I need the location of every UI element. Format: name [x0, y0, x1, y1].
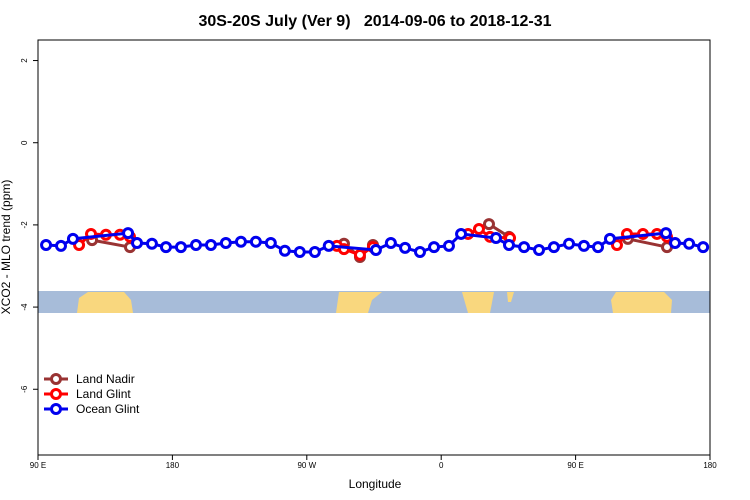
x-tick-label: 90 E: [567, 461, 583, 470]
point: [455, 227, 468, 240]
point: [264, 236, 277, 249]
ocean-strip: [38, 291, 710, 313]
point: [592, 241, 604, 254]
legend-label: Land Nadir: [76, 372, 135, 386]
point: [145, 237, 158, 250]
point: [669, 236, 682, 249]
point: [278, 244, 291, 257]
plot-frame: [37, 39, 711, 456]
point: [189, 239, 202, 252]
point: [293, 246, 306, 259]
point: [174, 241, 187, 254]
legend-marker: [50, 403, 62, 415]
x-tick-label: 0: [439, 461, 444, 470]
point: [54, 239, 67, 252]
point: [490, 232, 503, 245]
point: [603, 232, 616, 245]
point: [533, 243, 546, 256]
point: [234, 235, 247, 248]
x-tick-label: 180: [166, 461, 180, 470]
point: [353, 248, 366, 261]
point: [322, 239, 335, 252]
point: [482, 218, 495, 231]
point: [577, 239, 590, 252]
point: [413, 246, 426, 259]
x-tick-label: 180: [703, 461, 717, 470]
point: [219, 236, 232, 249]
point: [518, 241, 531, 254]
point: [697, 241, 710, 254]
point: [249, 235, 262, 248]
point: [40, 239, 53, 252]
point: [204, 239, 217, 252]
point: [131, 236, 144, 249]
point: [384, 236, 397, 249]
y-tick-label: 0: [20, 140, 29, 145]
x-tick-label: 90 W: [297, 461, 316, 470]
y-tick-label: -2: [20, 221, 29, 229]
point: [547, 241, 560, 254]
point: [122, 227, 135, 240]
point: [563, 237, 576, 250]
land-patch: [462, 292, 494, 313]
point: [66, 232, 79, 245]
x-tick-label: 90 E: [30, 461, 46, 470]
y-tick-label: -6: [20, 385, 29, 393]
land-patch: [507, 292, 514, 302]
point: [610, 239, 623, 252]
land-patch: [77, 292, 133, 313]
legend-marker: [50, 388, 62, 400]
y-tick-label: -4: [20, 303, 29, 311]
point: [659, 227, 672, 240]
legend-label: Land Glint: [76, 387, 131, 401]
y-axis-title: XCO2 - MLO trend (ppm): [0, 180, 13, 315]
point: [369, 243, 382, 256]
point: [472, 223, 485, 236]
land-patch: [336, 292, 382, 313]
chart-title: 30S-20S July (Ver 9) 2014-09-06 to 2018-…: [198, 13, 551, 30]
legend-label: Ocean Glint: [76, 402, 140, 416]
point: [502, 239, 515, 252]
point: [159, 241, 172, 254]
land-patch: [611, 292, 672, 313]
map-band: [38, 291, 710, 313]
y-tick-label: 2: [20, 58, 29, 63]
point: [308, 246, 321, 259]
point: [399, 241, 412, 254]
point: [683, 237, 696, 250]
point: [428, 241, 441, 254]
legend-marker: [50, 373, 62, 385]
x-axis-title: Longitude: [349, 477, 402, 491]
point: [442, 239, 455, 252]
